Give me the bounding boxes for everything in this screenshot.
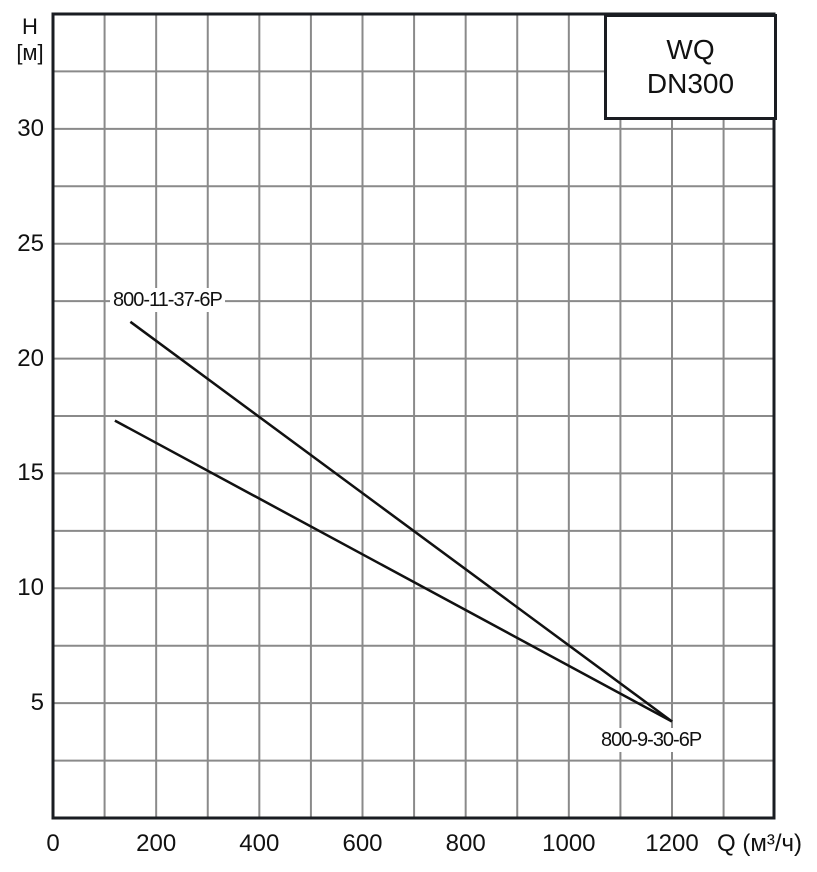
y-tick-label: 25 bbox=[17, 229, 44, 257]
x-tick-label: 200 bbox=[136, 830, 177, 857]
y-axis-unit: [м] bbox=[16, 40, 44, 65]
curve-800-9-30-6p bbox=[114, 419, 673, 723]
curve-label-800-11-37-6p: 800-11-37-6P bbox=[110, 288, 225, 312]
curve-800-11-37-6p bbox=[129, 320, 673, 723]
y-tick-label: 20 bbox=[17, 344, 44, 372]
y-axis-symbol: H bbox=[22, 14, 38, 39]
y-tick-label: 30 bbox=[17, 114, 44, 142]
y-axis-label: H [м] bbox=[12, 14, 48, 66]
chart-title-box: WQ DN300 bbox=[604, 14, 777, 120]
title-line-size: DN300 bbox=[646, 68, 735, 99]
x-tick-label: 600 bbox=[342, 830, 383, 857]
title-line-model: WQ bbox=[666, 34, 715, 65]
curve-label-800-9-30-6p: 800-9-30-6P bbox=[598, 728, 705, 752]
x-tick-label: 400 bbox=[239, 830, 280, 857]
x-tick-label: 1000 bbox=[542, 830, 596, 857]
x-axis-label: Q (м³/ч) bbox=[717, 830, 802, 857]
x-tick-label: 0 bbox=[46, 830, 60, 857]
x-tick-label: 800 bbox=[445, 830, 486, 857]
grid-lines bbox=[53, 14, 774, 818]
plot-frame bbox=[51, 12, 776, 820]
y-tick-label: 15 bbox=[17, 459, 44, 487]
pump-curves bbox=[114, 320, 673, 723]
x-tick-label: 1200 bbox=[645, 830, 699, 857]
y-tick-label: 10 bbox=[17, 574, 44, 602]
y-tick-label: 5 bbox=[30, 689, 44, 717]
